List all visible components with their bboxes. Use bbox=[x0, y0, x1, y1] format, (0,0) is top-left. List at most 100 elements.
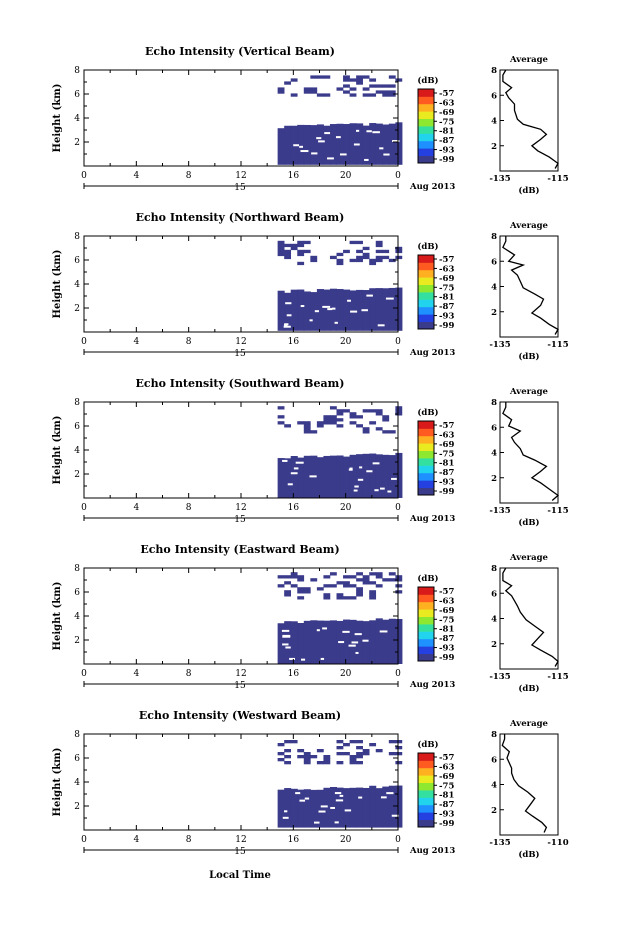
heatmap-gap bbox=[282, 459, 288, 462]
heatmap-cell bbox=[343, 409, 350, 413]
heatmap-cell bbox=[349, 596, 357, 600]
colorbar-tick-label: -63 bbox=[439, 430, 454, 440]
heatmap-gap bbox=[347, 299, 351, 302]
heatmap-cell bbox=[277, 87, 285, 91]
heatmap-cell bbox=[349, 78, 357, 82]
heatmap-cell bbox=[297, 243, 305, 248]
heatmap-cell bbox=[388, 90, 396, 94]
colorbar-swatch bbox=[418, 631, 434, 640]
heatmap-cell bbox=[369, 258, 377, 263]
heatmap-gap bbox=[351, 641, 359, 644]
heatmap-gap bbox=[377, 324, 385, 327]
heatmap-cell bbox=[388, 572, 396, 576]
colorbar-tick-label: -63 bbox=[439, 762, 454, 772]
heatmap-cell bbox=[316, 424, 324, 428]
heatmap-cell bbox=[303, 590, 311, 594]
x-tick-label: 20 bbox=[340, 337, 352, 347]
heatmap-cell bbox=[323, 93, 331, 97]
heatmap-cell bbox=[303, 87, 311, 91]
colorbar-tick-label: -81 bbox=[439, 293, 454, 303]
profile-y-tick-label: 6 bbox=[491, 91, 497, 101]
x-tick-label: 0 bbox=[395, 669, 401, 679]
heatmap-cell bbox=[336, 409, 344, 413]
profile-y-tick-label: 6 bbox=[491, 257, 497, 267]
heatmap-cell bbox=[343, 575, 350, 579]
colorbar-tick-label: -69 bbox=[439, 772, 454, 782]
heatmap-cell bbox=[323, 415, 331, 419]
heatmap-cell bbox=[303, 424, 311, 428]
heatmap-cell bbox=[336, 593, 344, 597]
heatmap-cell bbox=[375, 84, 383, 88]
heatmap-cell bbox=[303, 620, 311, 664]
heatmap-gap bbox=[300, 150, 309, 153]
heatmap-cell bbox=[395, 746, 403, 750]
heatmap-cell bbox=[303, 240, 311, 245]
colorbar-swatch bbox=[418, 314, 434, 322]
heatmap-cell bbox=[343, 584, 350, 588]
colorbar-swatch bbox=[418, 624, 434, 632]
heatmap-cell bbox=[395, 452, 403, 498]
heatmap-cell bbox=[395, 287, 403, 331]
heatmap-gap bbox=[286, 314, 292, 317]
heatmap-cell bbox=[297, 755, 305, 759]
heatmap-cell bbox=[329, 288, 338, 331]
profile-x-tick-label: -135 bbox=[489, 174, 510, 184]
heatmap-cells bbox=[277, 406, 403, 498]
heatmap-cell bbox=[329, 415, 337, 419]
heatmap-gap bbox=[354, 633, 362, 636]
heatmap-gap bbox=[290, 472, 298, 475]
heatmap-cell bbox=[323, 75, 331, 79]
heatmap-cell bbox=[349, 412, 357, 416]
heatmap-cell bbox=[349, 575, 357, 579]
heatmap-gap bbox=[282, 635, 291, 638]
heatmap-cell bbox=[277, 406, 285, 410]
y-tick-label: 8 bbox=[74, 564, 80, 574]
heatmap-cell bbox=[388, 785, 396, 828]
heatmap-cell bbox=[388, 618, 396, 664]
heatmap-cell bbox=[375, 618, 383, 664]
colorbar-tick-label: -87 bbox=[439, 800, 454, 810]
profile-x-tick-label: -115 bbox=[547, 672, 568, 682]
colorbar-swatch bbox=[418, 126, 434, 134]
heatmap-cell bbox=[343, 581, 350, 585]
heatmap-gap bbox=[338, 641, 345, 644]
heatmap-cell bbox=[323, 125, 331, 165]
y-tick-label: 6 bbox=[74, 422, 80, 432]
y-axis-label: Height (km) bbox=[52, 748, 63, 817]
heatmap-cell bbox=[369, 409, 377, 413]
heatmap-cell bbox=[369, 572, 377, 576]
colorbar-swatch bbox=[418, 480, 434, 488]
x-axis-label: Local Time bbox=[209, 870, 271, 881]
heatmap-gap bbox=[366, 130, 372, 133]
heatmap-cell bbox=[277, 752, 285, 756]
heatmap-gap bbox=[295, 792, 301, 795]
profile-line bbox=[502, 402, 560, 501]
colorbar-frame bbox=[417, 586, 435, 662]
heatmap-cell bbox=[395, 575, 403, 579]
colorbar-tick-label: -57 bbox=[439, 255, 454, 265]
colorbar-swatch bbox=[418, 284, 434, 293]
heatmap-cell bbox=[329, 620, 338, 664]
day-label: 15 bbox=[234, 681, 246, 691]
heatmap-cell bbox=[382, 124, 390, 165]
heatmap-cell bbox=[362, 409, 370, 413]
colorbar-swatch bbox=[418, 262, 434, 271]
heatmap-cell bbox=[290, 78, 298, 82]
heatmap-cell bbox=[369, 421, 377, 425]
heatmap-gap bbox=[311, 152, 318, 155]
heatmap-cell bbox=[356, 587, 363, 591]
heatmap-cell bbox=[349, 87, 357, 91]
colorbar-swatch bbox=[418, 587, 434, 595]
heatmap-cell bbox=[349, 584, 357, 588]
heatmap-cell bbox=[388, 287, 396, 331]
x-tick-label: 12 bbox=[235, 337, 246, 347]
panel-title: Echo Intensity (Eastward Beam) bbox=[140, 543, 339, 556]
heatmap-cell bbox=[375, 243, 383, 248]
heatmap-cell bbox=[310, 90, 318, 94]
heatmap-cell bbox=[316, 789, 324, 828]
heatmap-gap bbox=[300, 305, 305, 308]
heatmap-cell bbox=[277, 290, 285, 331]
profile-frame bbox=[499, 733, 559, 836]
x-tick-label: 8 bbox=[186, 503, 192, 513]
